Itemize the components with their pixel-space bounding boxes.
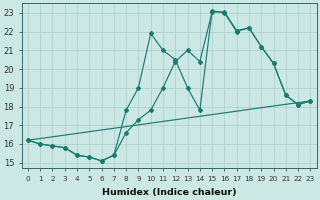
- X-axis label: Humidex (Indice chaleur): Humidex (Indice chaleur): [102, 188, 236, 197]
